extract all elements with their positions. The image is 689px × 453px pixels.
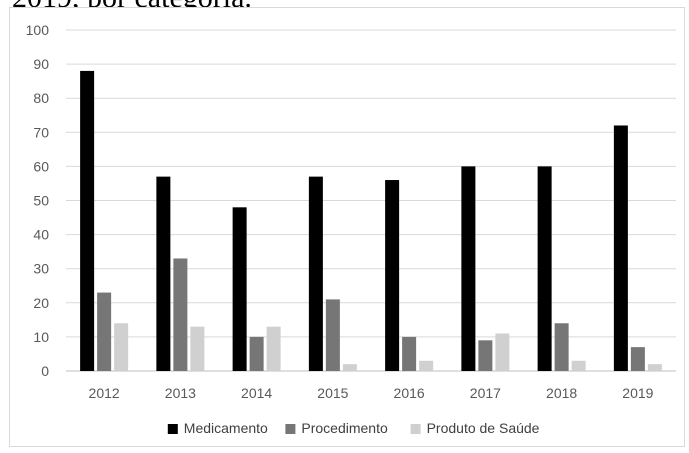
bar-procedimento: [630, 347, 645, 371]
bar-produto-de-saúde: [342, 364, 357, 371]
y-tick-label: 70: [33, 124, 49, 140]
bar-medicamento: [461, 166, 476, 371]
x-tick-label: 2015: [317, 385, 348, 401]
bar-produto-de-saúde: [495, 333, 510, 371]
x-tick-label: 2016: [394, 385, 425, 401]
bar-procedimento: [173, 258, 188, 371]
x-tick-label: 2013: [165, 385, 196, 401]
x-tick-label: 2018: [546, 385, 577, 401]
x-tick-label: 2012: [89, 385, 120, 401]
legend-label: Procedimento: [301, 420, 388, 436]
x-tick-label: 2019: [622, 385, 653, 401]
y-tick-label: 40: [33, 227, 49, 243]
legend-swatch: [167, 424, 178, 434]
bar-medicamento: [156, 176, 171, 371]
bar-produto-de-saúde: [266, 326, 281, 371]
bar-medicamento: [613, 125, 628, 371]
bar-produto-de-saúde: [571, 360, 586, 371]
bar-produto-de-saúde: [114, 323, 129, 371]
bar-procedimento: [554, 323, 569, 371]
legend-swatch: [410, 424, 421, 434]
x-tick-label: 2017: [470, 385, 501, 401]
x-tick-label: 2014: [241, 385, 272, 401]
bar-medicamento: [385, 180, 400, 371]
y-tick-label: 50: [33, 193, 49, 209]
y-tick-label: 20: [33, 295, 49, 311]
y-tick-label: 100: [26, 22, 50, 38]
bar-procedimento: [478, 340, 493, 371]
y-tick-label: 80: [33, 90, 49, 106]
y-tick-label: 30: [33, 261, 49, 277]
y-tick-label: 10: [33, 329, 49, 345]
bar-procedimento: [402, 336, 417, 371]
bar-medicamento: [232, 207, 247, 371]
bar-procedimento: [249, 336, 264, 371]
bar-medicamento: [308, 176, 323, 371]
legend-label: Medicamento: [184, 420, 268, 436]
bar-procedimento: [325, 299, 340, 371]
legend-swatch: [285, 424, 296, 434]
bar-medicamento: [537, 166, 552, 371]
bar-produto-de-saúde: [190, 326, 205, 371]
bar-produto-de-saúde: [647, 364, 662, 371]
bar-produto-de-saúde: [419, 360, 434, 371]
y-tick-label: 0: [41, 363, 49, 379]
y-tick-label: 90: [33, 56, 49, 72]
chart-frame: [9, 7, 685, 447]
bar-procedimento: [97, 292, 112, 371]
legend-label: Produto de Saúde: [427, 420, 540, 436]
bar-medicamento: [80, 70, 95, 372]
y-tick-label: 60: [33, 158, 49, 174]
